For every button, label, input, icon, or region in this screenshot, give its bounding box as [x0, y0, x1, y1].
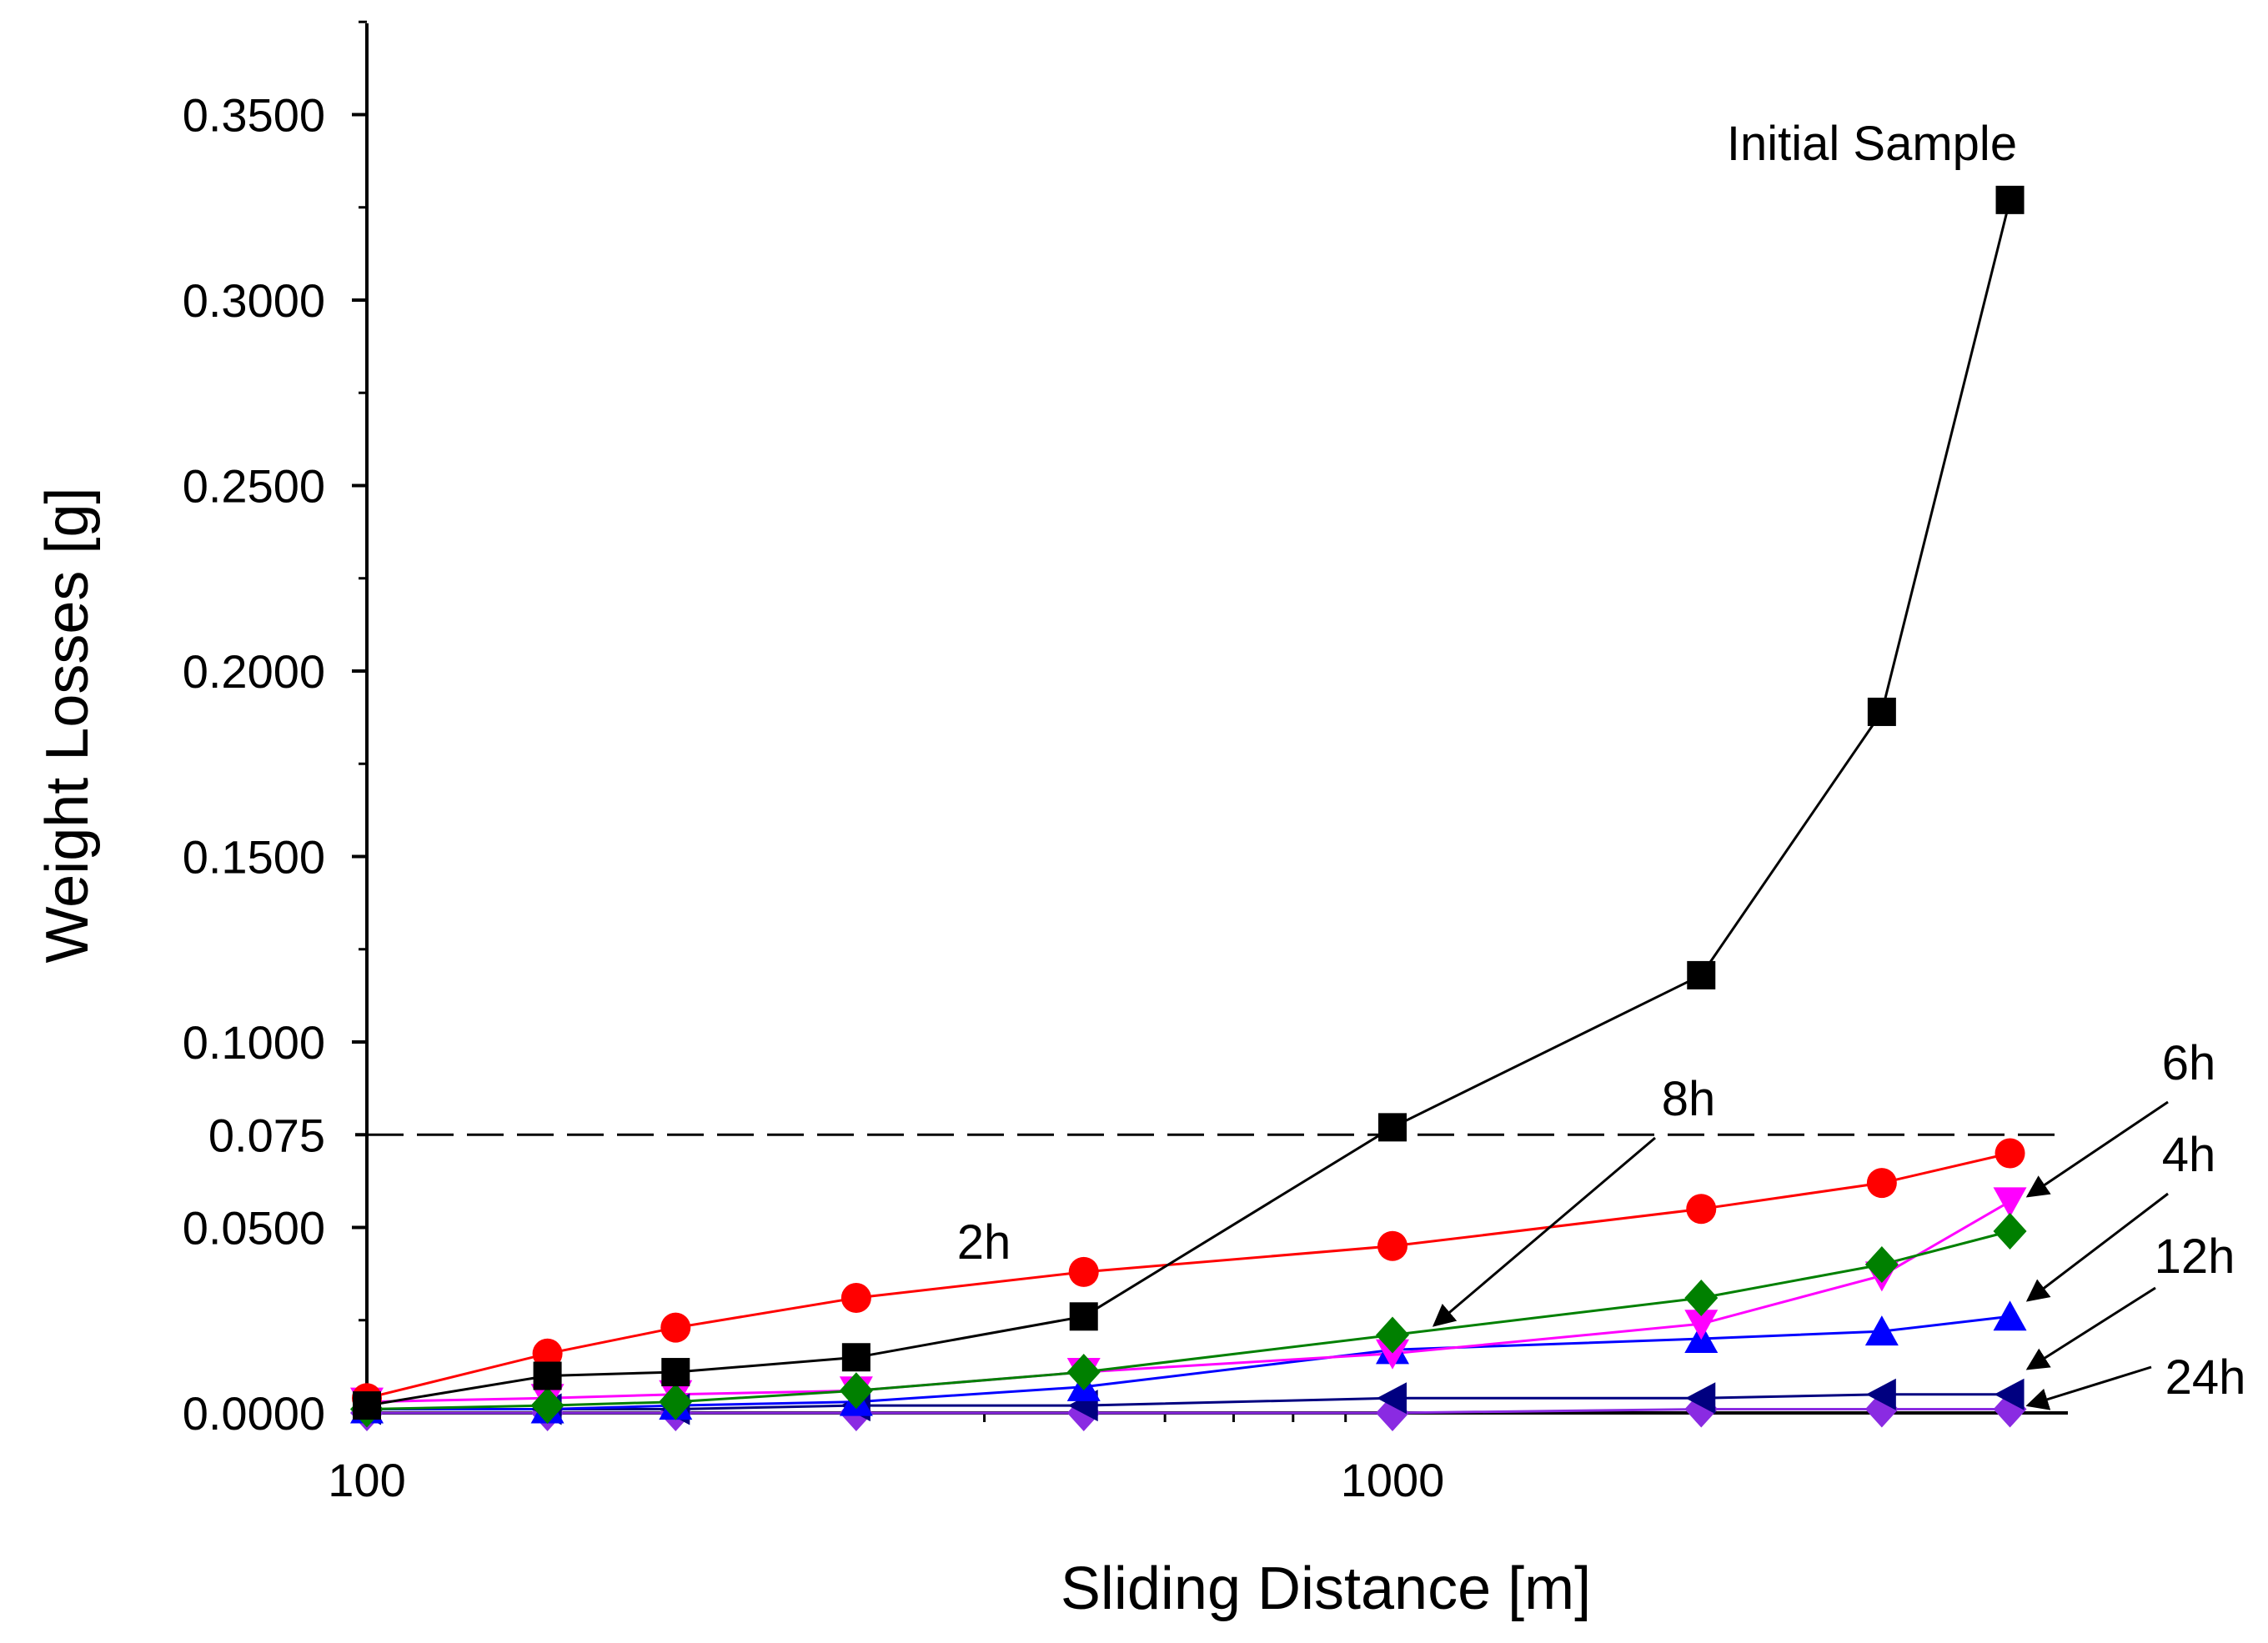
- data-point-initial-sample: [1378, 1113, 1407, 1142]
- data-point-2h: [1995, 1138, 2025, 1169]
- data-point-2h: [840, 1283, 871, 1314]
- data-point-6h: [1684, 1310, 1719, 1340]
- data-point-8h: [1684, 1280, 1719, 1317]
- data-point-6h: [1993, 1187, 2027, 1218]
- y-tick-label: 0.0000: [183, 1387, 325, 1440]
- y-tick-label: 0.1000: [183, 1016, 325, 1069]
- annotation-arrow-24h: [2025, 1365, 2152, 1410]
- series-line-initial-sample: [366, 199, 2011, 1407]
- y-tick-label: 0.2500: [183, 460, 325, 513]
- annotation-4h: 4h: [2162, 1128, 2216, 1182]
- data-point-2h: [1866, 1168, 1897, 1199]
- annotation-6h: 6h: [2162, 1036, 2216, 1090]
- data-point-2h: [660, 1312, 691, 1343]
- data-point-2h: [1686, 1194, 1717, 1225]
- x-tick-label: 1000: [1341, 1454, 1445, 1506]
- annotation-8h: 8h: [1662, 1072, 1716, 1126]
- data-point-2h: [532, 1338, 563, 1369]
- data-point-initial-sample: [661, 1358, 690, 1387]
- annotation-arrow-6h: [2025, 1100, 2169, 1198]
- data-point-initial-sample: [1995, 185, 2025, 214]
- series-line-8h: [366, 1230, 2010, 1410]
- data-point-12h: [1865, 1378, 1896, 1410]
- data-point-12h: [1994, 1378, 2025, 1410]
- data-point-8h: [1066, 1354, 1101, 1391]
- y-axis-title: Weight Losses [g]: [34, 488, 101, 964]
- data-point-initial-sample: [1069, 1302, 1098, 1331]
- annotation-24h: 24h: [2165, 1350, 2246, 1405]
- data-point-initial-sample: [1687, 960, 1716, 989]
- data-point-8h: [530, 1387, 564, 1425]
- annotation-arrow-12h: [2025, 1286, 2156, 1370]
- annotation-12h: 12h: [2155, 1230, 2235, 1284]
- data-point-initial-sample: [353, 1391, 381, 1420]
- annotation-arrow-8h: [1432, 1136, 1656, 1327]
- data-point-2h: [1068, 1256, 1099, 1287]
- y-tick-label: 0.3500: [183, 89, 325, 142]
- series-line-6h: [366, 1200, 2011, 1404]
- y-tick-label: 0.0500: [183, 1202, 325, 1255]
- data-point-4h: [1993, 1300, 2027, 1331]
- data-point-initial-sample: [1867, 697, 1896, 726]
- data-point-8h: [839, 1372, 873, 1410]
- annotation-arrow-4h: [2025, 1192, 2169, 1302]
- y-tick-label: 0.3000: [183, 274, 325, 327]
- data-point-6h: [1376, 1339, 1409, 1370]
- data-point-12h: [1377, 1382, 1407, 1415]
- series-line-2h: [366, 1152, 2010, 1400]
- annotation-initial-sample: Initial Sample: [1727, 117, 2017, 171]
- data-point-4h: [1864, 1315, 1899, 1346]
- data-point-initial-sample: [533, 1361, 562, 1390]
- data-point-8h: [1376, 1316, 1409, 1354]
- data-point-initial-sample: [841, 1343, 871, 1372]
- data-point-12h: [1685, 1382, 1716, 1415]
- x-axis-title: Sliding Distance [m]: [1061, 1555, 1591, 1622]
- y-tick-label: 0.1500: [183, 831, 325, 884]
- data-point-8h: [1993, 1212, 2027, 1250]
- annotation-2h: 2h: [957, 1215, 1011, 1270]
- x-tick-label: 100: [328, 1454, 405, 1506]
- data-point-2h: [1377, 1230, 1407, 1261]
- y-tick-label: 0.2000: [183, 645, 325, 698]
- data-point-8h: [659, 1383, 693, 1420]
- data-point-8h: [1864, 1246, 1899, 1283]
- y-tick-label: 0.075: [208, 1109, 325, 1161]
